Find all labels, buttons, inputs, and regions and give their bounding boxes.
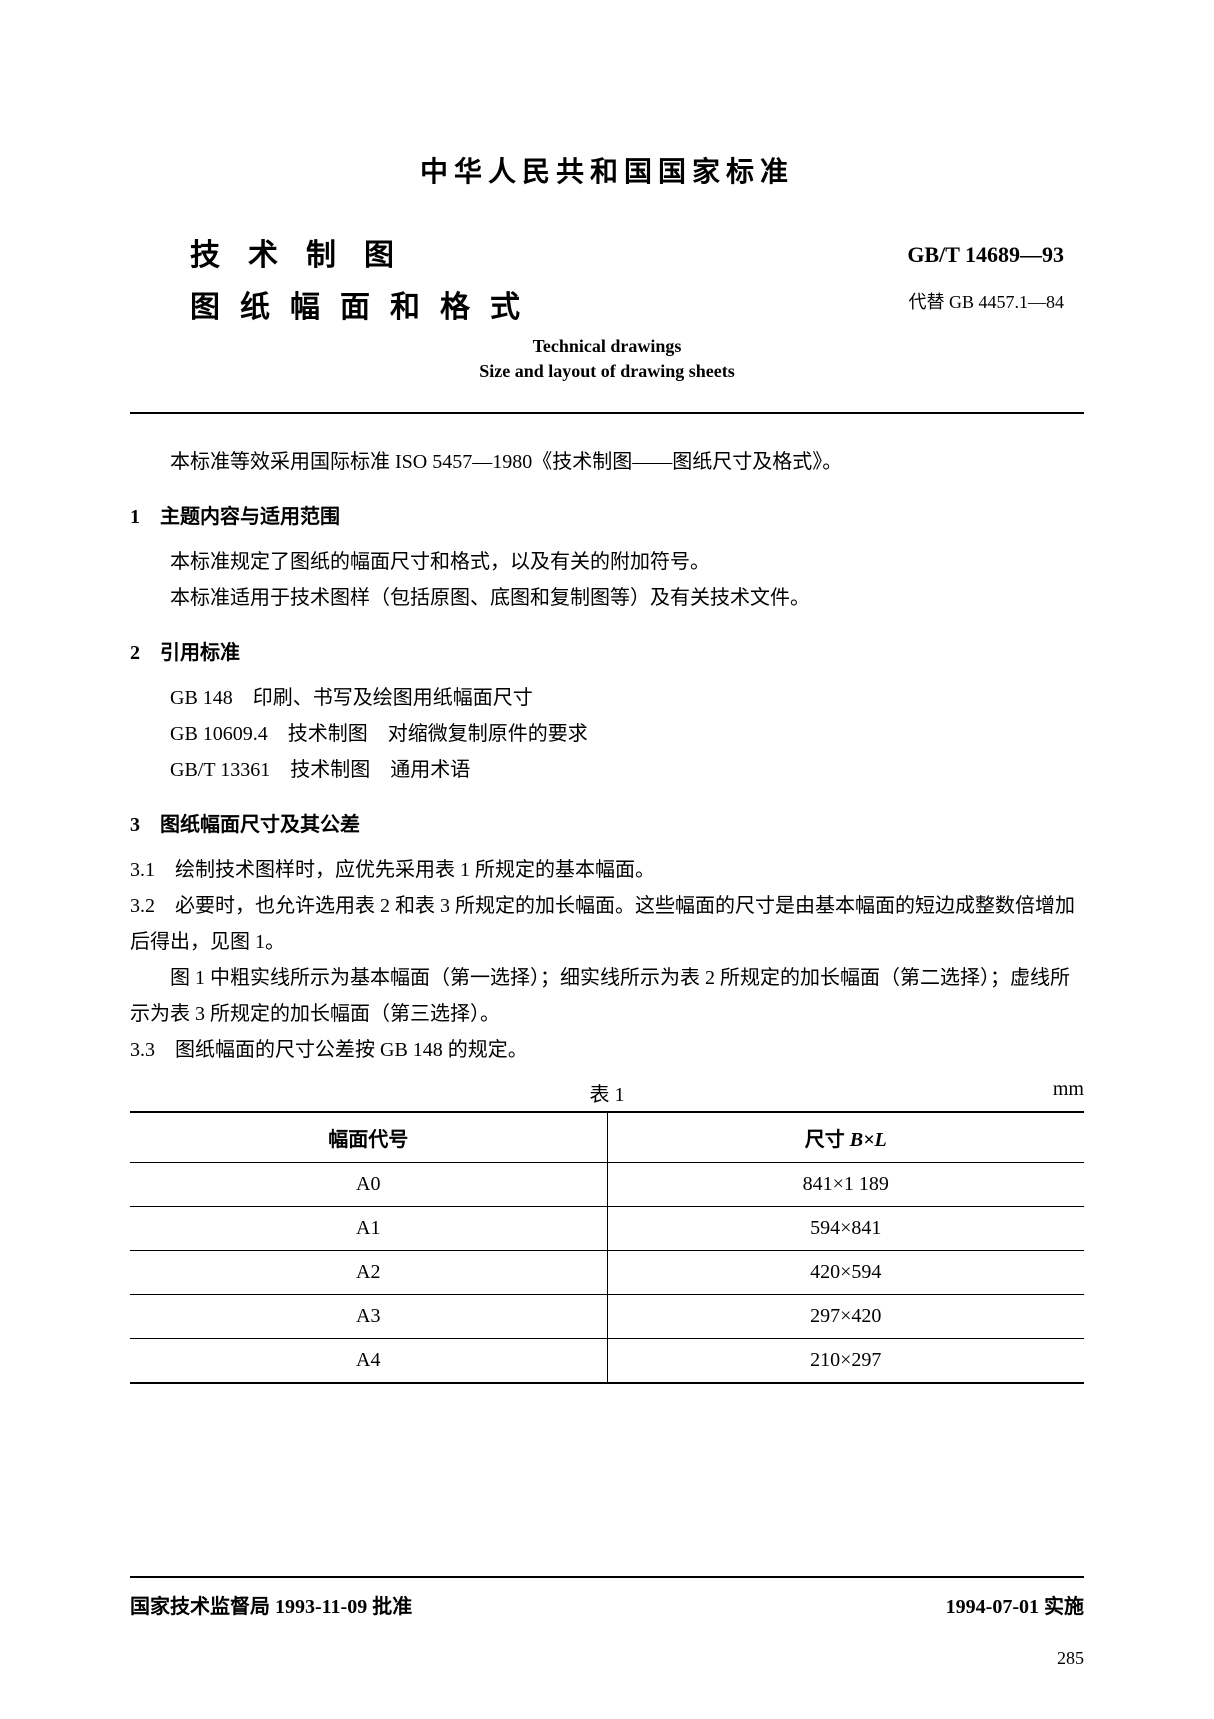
cell-size: 210×297	[607, 1339, 1084, 1384]
table1-unit: mm	[1024, 1078, 1084, 1107]
cell-code: A0	[130, 1163, 607, 1207]
rule-top	[130, 412, 1084, 414]
col-header-size: 尺寸 B×L	[607, 1112, 1084, 1163]
table-row: A1 594×841	[130, 1207, 1084, 1251]
col-header-size-prefix: 尺寸	[805, 1129, 850, 1151]
title-en-line2: Size and layout of drawing sheets	[130, 361, 1084, 382]
replaces-code: 代替 GB 4457.1—84	[824, 288, 1084, 314]
section2-heading: 2 引用标准	[130, 636, 1084, 665]
s3-1: 3.1 绘制技术图样时，应优先采用表 1 所规定的基本幅面。	[130, 852, 1084, 888]
page: 中华人民共和国国家标准 技术制图 图纸幅面和格式 GB/T 14689—93 代…	[0, 0, 1214, 1719]
s3-2: 3.2 必要时，也允许选用表 2 和表 3 所规定的加长幅面。这些幅面的尺寸是由…	[130, 888, 1084, 960]
national-standard-header: 中华人民共和国国家标准	[130, 150, 1084, 190]
table-row: A3 297×420	[130, 1295, 1084, 1339]
ref-item: GB 148 印刷、书写及绘图用纸幅面尺寸	[130, 680, 1084, 716]
section3-heading: 3 图纸幅面尺寸及其公差	[130, 808, 1084, 837]
col-header-size-bl: B×L	[850, 1129, 887, 1151]
footer-approval: 国家技术监督局 1993-11-09 批准	[130, 1590, 412, 1619]
cell-size: 841×1 189	[607, 1163, 1084, 1207]
footer-effective: 1994-07-01 实施	[946, 1590, 1084, 1619]
cell-code: A3	[130, 1295, 607, 1339]
table-row: A0 841×1 189	[130, 1163, 1084, 1207]
title-right: GB/T 14689—93 代替 GB 4457.1—84	[824, 230, 1084, 314]
section1-p2: 本标准适用于技术图样（包括原图、底图和复制图等）及有关技术文件。	[130, 580, 1084, 616]
cell-size: 594×841	[607, 1207, 1084, 1251]
table1-caption-row: 表 1 mm	[130, 1078, 1084, 1107]
footer-block: 国家技术监督局 1993-11-09 批准 1994-07-01 实施	[130, 1576, 1084, 1619]
table1: 幅面代号 尺寸 B×L A0 841×1 189 A1 594×841 A2 4…	[130, 1111, 1084, 1384]
title-en-line1: Technical drawings	[130, 336, 1084, 357]
ref-item: GB 10609.4 技术制图 对缩微复制原件的要求	[130, 716, 1084, 752]
title-cn-line1: 技术制图	[130, 230, 824, 274]
table-row: A2 420×594	[130, 1251, 1084, 1295]
title-block: 技术制图 图纸幅面和格式 GB/T 14689—93 代替 GB 4457.1—…	[130, 230, 1084, 326]
standard-code: GB/T 14689—93	[824, 242, 1084, 268]
cell-size: 297×420	[607, 1295, 1084, 1339]
col-header-code: 幅面代号	[130, 1112, 607, 1163]
title-left: 技术制图 图纸幅面和格式	[130, 230, 824, 326]
table-row: A4 210×297	[130, 1339, 1084, 1384]
s3-2b: 图 1 中粗实线所示为基本幅面（第一选择）；细实线所示为表 2 所规定的加长幅面…	[130, 960, 1084, 1032]
page-number: 285	[1057, 1648, 1084, 1669]
section1-p1: 本标准规定了图纸的幅面尺寸和格式，以及有关的附加符号。	[130, 544, 1084, 580]
cell-size: 420×594	[607, 1251, 1084, 1295]
ref-item: GB/T 13361 技术制图 通用术语	[130, 752, 1084, 788]
intro-paragraph: 本标准等效采用国际标准 ISO 5457—1980《技术制图——图纸尺寸及格式》…	[130, 444, 1084, 480]
title-cn-line2: 图纸幅面和格式	[130, 282, 824, 326]
cell-code: A2	[130, 1251, 607, 1295]
table1-caption: 表 1	[190, 1078, 1024, 1107]
cell-code: A4	[130, 1339, 607, 1384]
cell-code: A1	[130, 1207, 607, 1251]
table-header-row: 幅面代号 尺寸 B×L	[130, 1112, 1084, 1163]
section1-heading: 1 主题内容与适用范围	[130, 500, 1084, 529]
s3-3: 3.3 图纸幅面的尺寸公差按 GB 148 的规定。	[130, 1032, 1084, 1068]
footer-row: 国家技术监督局 1993-11-09 批准 1994-07-01 实施	[130, 1576, 1084, 1619]
